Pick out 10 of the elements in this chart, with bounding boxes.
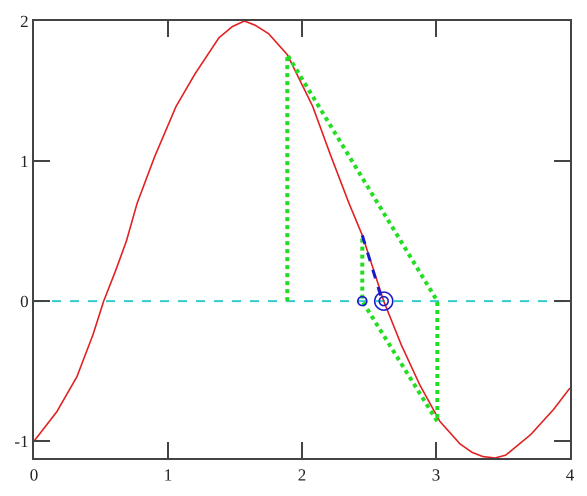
y-tick-label: 1 bbox=[20, 152, 29, 172]
line-series bbox=[285, 52, 440, 424]
x-tick-label: 3 bbox=[432, 465, 440, 484]
x-tick-label: 2 bbox=[298, 465, 306, 484]
x-tick-label: 1 bbox=[164, 465, 172, 484]
y-tick-label: -1 bbox=[14, 432, 29, 452]
y-tick-label: 0 bbox=[20, 292, 29, 312]
y-tick-label: 2 bbox=[20, 12, 29, 31]
line-series bbox=[34, 21, 570, 458]
x-tick-label: 4 bbox=[566, 465, 575, 484]
